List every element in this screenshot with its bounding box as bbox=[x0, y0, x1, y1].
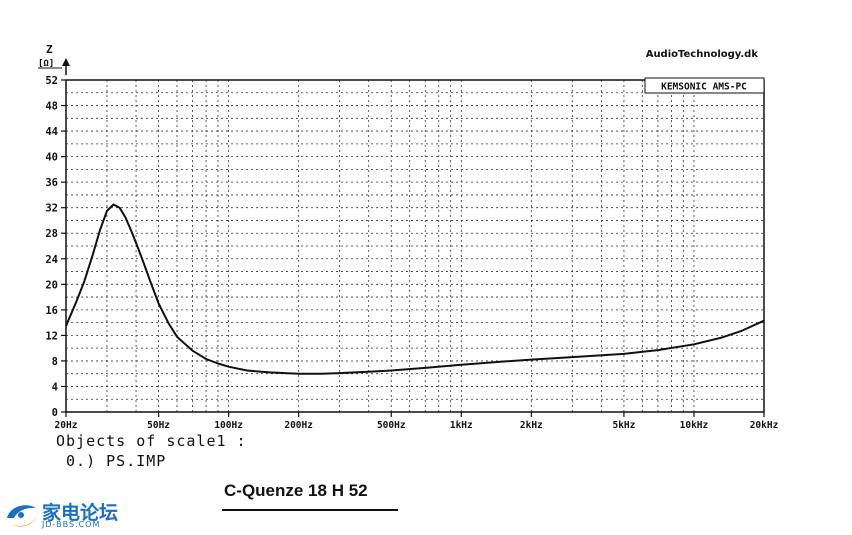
x-tick-label: 1kHz bbox=[450, 420, 473, 431]
y-tick-label: 48 bbox=[45, 101, 58, 113]
x-tick-label: 2kHz bbox=[520, 420, 543, 431]
brand-label: AudioTechnology.dk bbox=[646, 49, 759, 60]
x-tick-label: 100Hz bbox=[214, 420, 243, 431]
x-tick-label: 20Hz bbox=[55, 420, 78, 431]
y-axis-label: Z bbox=[46, 43, 53, 56]
software-label: KEMSONIC AMS-PC bbox=[661, 82, 747, 93]
watermark-logo: 家电论坛 JD-BBS.COM bbox=[4, 498, 134, 532]
y-tick-label: 28 bbox=[45, 228, 58, 240]
title-underline bbox=[222, 509, 398, 511]
y-tick-label: 16 bbox=[45, 305, 58, 317]
watermark-icon bbox=[7, 505, 36, 527]
y-tick-label: 8 bbox=[52, 356, 58, 368]
x-tick-label: 10kHz bbox=[680, 420, 709, 431]
y-tick-label: 32 bbox=[45, 203, 58, 215]
grid bbox=[65, 79, 765, 413]
y-axis-unit: [Ω] bbox=[38, 59, 54, 69]
software-label-box bbox=[644, 77, 765, 94]
impedance-curve bbox=[65, 203, 765, 375]
watermark-brand: 家电论坛 bbox=[42, 502, 119, 524]
x-tick-label: 50Hz bbox=[147, 420, 170, 431]
caption-line-1: Objects of scale1 : bbox=[56, 432, 247, 450]
y-tick-label: 12 bbox=[45, 330, 58, 342]
x-tick-label: 500Hz bbox=[377, 420, 406, 431]
x-tick-label: 5kHz bbox=[612, 420, 635, 431]
watermark-sub: JD-BBS.COM bbox=[42, 520, 101, 529]
y-tick-label: 44 bbox=[45, 126, 58, 138]
model-title: C-Quenze 18 H 52 bbox=[224, 481, 368, 500]
caption-line-2: 0.) PS.IMP bbox=[56, 452, 167, 470]
y-tick-label: 20 bbox=[45, 279, 58, 291]
plot-frame bbox=[65, 79, 765, 413]
x-tick-label: 200Hz bbox=[284, 420, 313, 431]
y-tick-label: 4 bbox=[52, 381, 58, 393]
y-tick-label: 24 bbox=[45, 254, 58, 266]
y-tick-label: 0 bbox=[52, 407, 58, 419]
y-tick-label: 40 bbox=[45, 152, 58, 164]
y-tick-label: 52 bbox=[45, 75, 58, 87]
x-axis: 20Hz 50Hz 100Hz 200Hz 500Hz 1kHz 2kHz 5kHz 10kHz… bbox=[55, 412, 779, 431]
x-tick-label: 20kHz bbox=[750, 420, 779, 431]
y-tick-label: 36 bbox=[45, 177, 58, 189]
y-axis-arrow-icon bbox=[62, 58, 70, 75]
